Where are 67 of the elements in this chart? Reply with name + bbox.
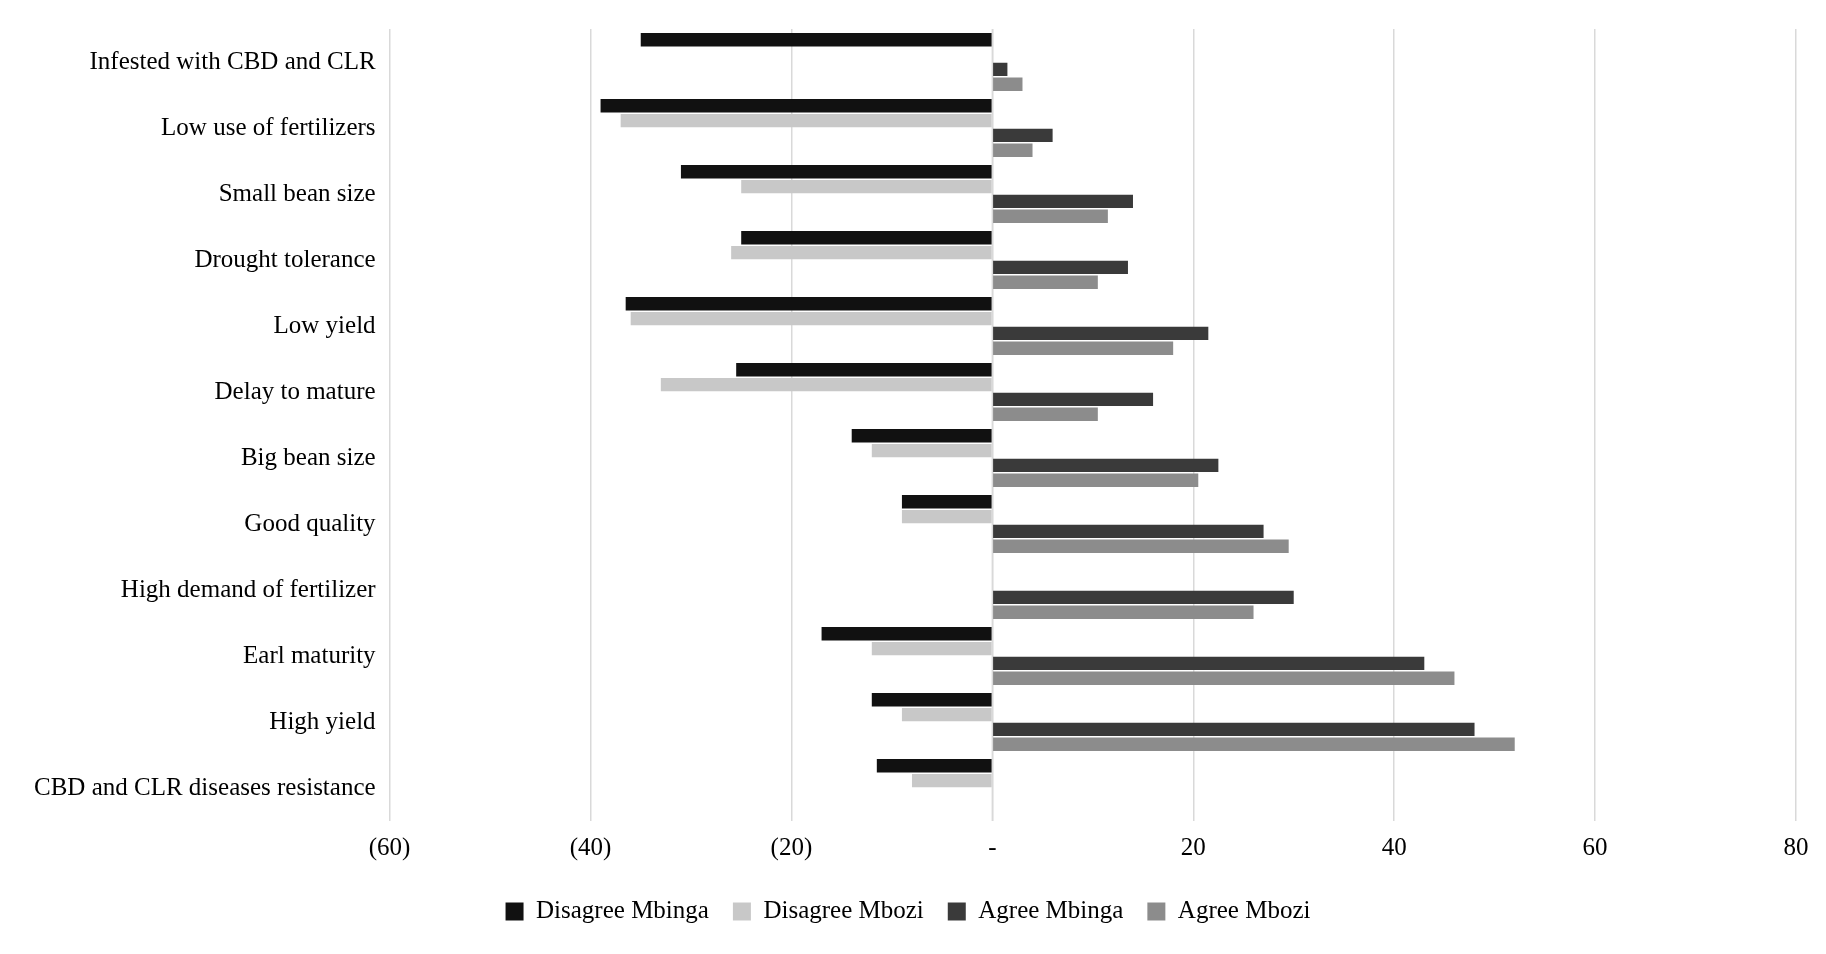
bar [993, 209, 1108, 223]
bar [993, 143, 1033, 157]
bar [821, 627, 992, 641]
x-tick-label: 20 [1180, 832, 1206, 860]
bar [741, 231, 992, 245]
bar [993, 341, 1174, 355]
legend-label: Agree Mbinga [978, 896, 1124, 924]
y-tick-label: Delay to mature [214, 376, 376, 404]
bar [901, 509, 992, 524]
bar [876, 759, 992, 773]
y-tick-label: CBD and CLR diseases resistance [33, 772, 376, 800]
bar [993, 458, 1219, 473]
legend-label: Disagree Mbozi [763, 896, 924, 924]
x-tick-label: 80 [1783, 832, 1809, 860]
bar [993, 722, 1475, 737]
bar [993, 194, 1133, 209]
bar [680, 165, 992, 179]
bar [871, 641, 992, 656]
legend-label: Agree Mbozi [1177, 896, 1311, 924]
bar [625, 297, 992, 311]
bar [993, 77, 1023, 91]
bar [620, 113, 992, 128]
bar [993, 524, 1264, 539]
y-tick-label: High demand of fertilizer [120, 574, 377, 602]
legend-label: Disagree Mbinga [536, 896, 709, 924]
y-tick-label: Drought tolerance [194, 244, 376, 272]
bar [640, 33, 992, 47]
x-tick-label: 60 [1582, 832, 1608, 860]
bar [731, 245, 992, 260]
bar [851, 429, 992, 443]
y-tick-label: Low yield [273, 310, 377, 338]
bar [911, 773, 992, 788]
y-tick-label: High yield [269, 706, 377, 734]
bar [993, 590, 1294, 605]
y-tick-label: Earl maturity [243, 640, 377, 668]
bar [660, 377, 992, 392]
bar [993, 737, 1515, 751]
bar [993, 605, 1254, 619]
bar [993, 260, 1128, 275]
bar [993, 671, 1455, 685]
x-tick-label: - [988, 832, 997, 860]
x-tick-label: 40 [1381, 832, 1407, 860]
bar [993, 275, 1098, 289]
bar [871, 693, 992, 707]
y-tick-label: Low use of fertilizers [161, 112, 376, 140]
y-tick-label: Small bean size [218, 178, 376, 206]
bar [901, 495, 992, 509]
x-tick-label: (60) [368, 832, 411, 861]
bar [993, 407, 1098, 421]
bar [993, 326, 1209, 341]
bar [993, 656, 1425, 671]
bar [871, 443, 992, 458]
bar [993, 473, 1199, 487]
bar [630, 311, 992, 326]
y-tick-label: Big bean size [240, 442, 376, 470]
bar [901, 707, 992, 722]
x-tick-label: (20) [770, 832, 813, 861]
bar [736, 363, 992, 377]
y-tick-label: Infested with CBD and CLR [89, 46, 376, 74]
bar [993, 128, 1053, 143]
y-tick-label: Good quality [244, 508, 377, 536]
bar [993, 539, 1289, 553]
bar [600, 99, 992, 113]
bar [993, 62, 1008, 77]
bar [993, 392, 1154, 407]
x-tick-label: (40) [569, 832, 612, 861]
bar [741, 179, 992, 194]
